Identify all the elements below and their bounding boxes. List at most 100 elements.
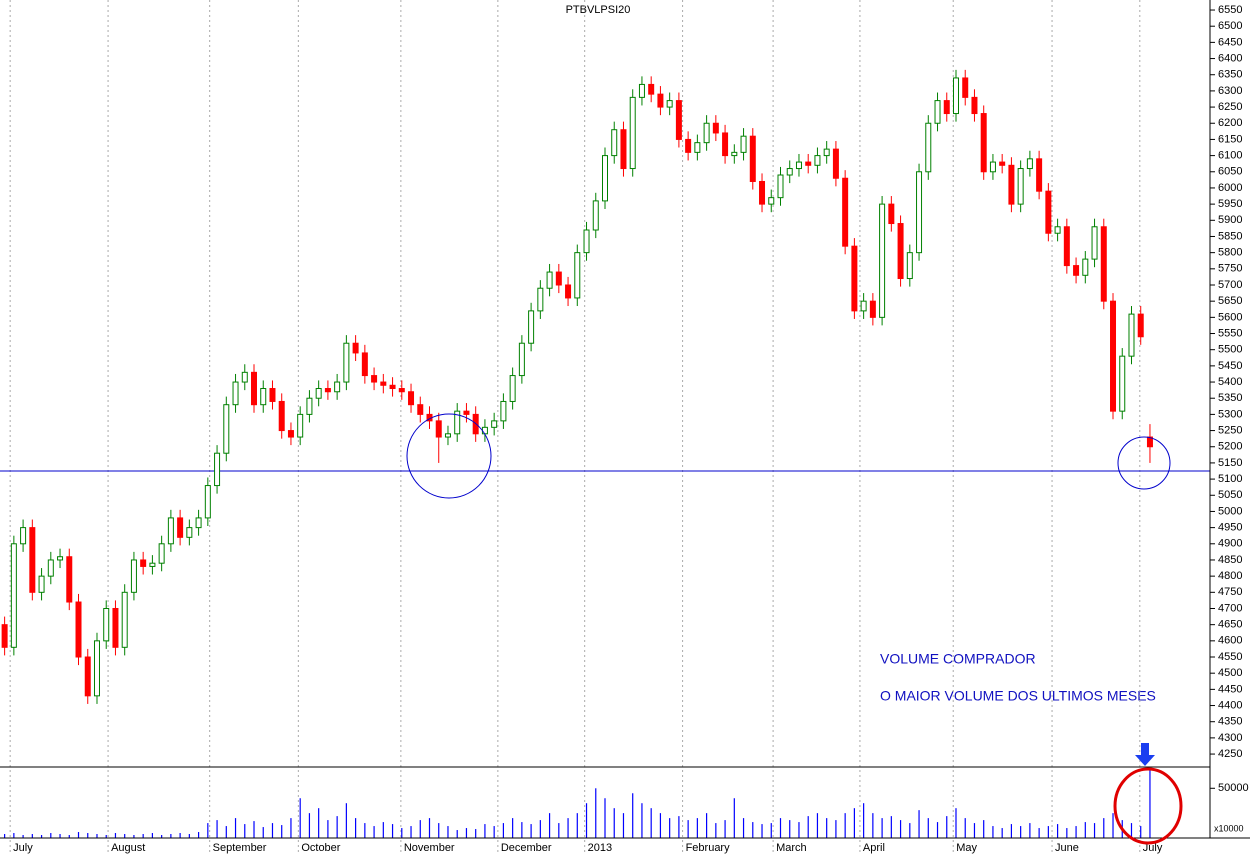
candle-body: [500, 400, 507, 422]
candle-body: [481, 426, 488, 435]
y-tick-label: 6250: [1218, 101, 1242, 113]
candle-body: [306, 397, 313, 415]
candle-body: [84, 656, 91, 697]
candle-body: [795, 161, 802, 170]
candle-body: [897, 223, 904, 280]
x-tick-label: July: [13, 842, 33, 854]
candle-body: [786, 168, 793, 176]
candle-body: [352, 342, 359, 354]
candle-body: [934, 100, 941, 124]
candle-body: [57, 556, 64, 561]
candle-body: [1091, 226, 1098, 260]
y-tick-label: 5750: [1218, 263, 1242, 275]
candle-body: [66, 556, 73, 603]
candle-body: [1137, 313, 1144, 338]
candle-body: [29, 527, 36, 593]
candle-body: [648, 83, 655, 95]
candle-body: [167, 517, 174, 545]
candle-body: [1073, 265, 1080, 276]
y-tick-label: 5500: [1218, 344, 1242, 356]
candle-body: [860, 300, 867, 312]
candle-body: [20, 527, 27, 545]
y-tick-label: 6300: [1218, 85, 1242, 97]
unit-label: x10000: [1214, 823, 1244, 833]
y-tick-label: 5200: [1218, 441, 1242, 453]
candle-body: [398, 388, 405, 393]
candle-body: [324, 388, 331, 393]
candle-body: [278, 400, 285, 432]
candle-body: [657, 93, 664, 108]
candle-body: [611, 129, 618, 157]
y-tick-label: 5800: [1218, 247, 1242, 259]
candle-body: [980, 113, 987, 173]
candle-body: [10, 543, 17, 648]
y-tick-label: 5100: [1218, 473, 1242, 485]
candle-body: [269, 388, 276, 402]
x-tick-label: May: [956, 842, 977, 854]
y-tick-label: 4950: [1218, 522, 1242, 534]
candle-body: [103, 607, 110, 642]
candle-body: [75, 601, 82, 658]
candle-body: [971, 96, 978, 115]
y-tick-label: 4300: [1218, 732, 1242, 744]
candle-body: [361, 352, 368, 377]
candle-body: [435, 420, 442, 438]
candle-body: [546, 271, 553, 289]
y-tick-label: 5650: [1218, 295, 1242, 307]
candle-body: [888, 203, 895, 225]
candle-body: [851, 245, 858, 312]
candle-body: [1128, 313, 1135, 357]
candle-body: [740, 135, 747, 153]
candle-body: [565, 284, 572, 299]
candle-body: [602, 155, 608, 202]
y-tick-label: 4500: [1218, 667, 1242, 679]
x-tick-label: 2013: [588, 842, 612, 854]
candle-body: [214, 452, 221, 487]
y-tick-label: 6350: [1218, 69, 1242, 81]
candle-body: [962, 77, 969, 98]
candle-body: [287, 430, 294, 438]
candle-body: [509, 375, 516, 402]
candle-body: [869, 300, 876, 318]
candle-body: [140, 559, 147, 567]
y-tick-label: 5550: [1218, 327, 1242, 339]
candle-body: [574, 252, 581, 299]
candle-body: [1110, 300, 1117, 412]
candle-body: [1146, 436, 1153, 448]
candle-body: [638, 83, 645, 98]
candle-body: [380, 381, 387, 386]
candle-body: [1026, 158, 1033, 170]
x-tick-label: April: [863, 842, 885, 854]
candle-body: [149, 562, 156, 567]
candle-body: [583, 229, 590, 254]
candle-body: [223, 404, 230, 454]
y-tick-label: 5850: [1218, 230, 1242, 242]
candle-body: [38, 575, 45, 593]
y-tick-label: 4600: [1218, 635, 1242, 647]
candle-body: [232, 381, 239, 406]
candle-body: [592, 200, 599, 231]
highlight-circle: [406, 413, 492, 499]
y-tick-label: 5600: [1218, 311, 1242, 323]
candle-body: [805, 161, 812, 166]
candle-body: [186, 527, 193, 538]
candle-body: [260, 388, 267, 406]
candle-body: [879, 203, 886, 318]
candle-body: [158, 543, 165, 564]
candle-body: [629, 96, 636, 170]
candle-body: [823, 148, 830, 157]
candle-body: [463, 410, 470, 415]
candle-body: [195, 517, 202, 529]
y-tick-label: 5950: [1218, 198, 1242, 210]
candle-body: [315, 388, 322, 399]
x-tick-label: February: [686, 842, 731, 854]
y-tick-label: 4250: [1218, 748, 1242, 760]
candle-body: [112, 607, 119, 648]
candle-body: [454, 410, 461, 435]
candle-body: [1119, 355, 1126, 412]
arrow: [1135, 743, 1155, 766]
x-tick-label: August: [111, 842, 145, 854]
candle-body: [832, 148, 839, 179]
